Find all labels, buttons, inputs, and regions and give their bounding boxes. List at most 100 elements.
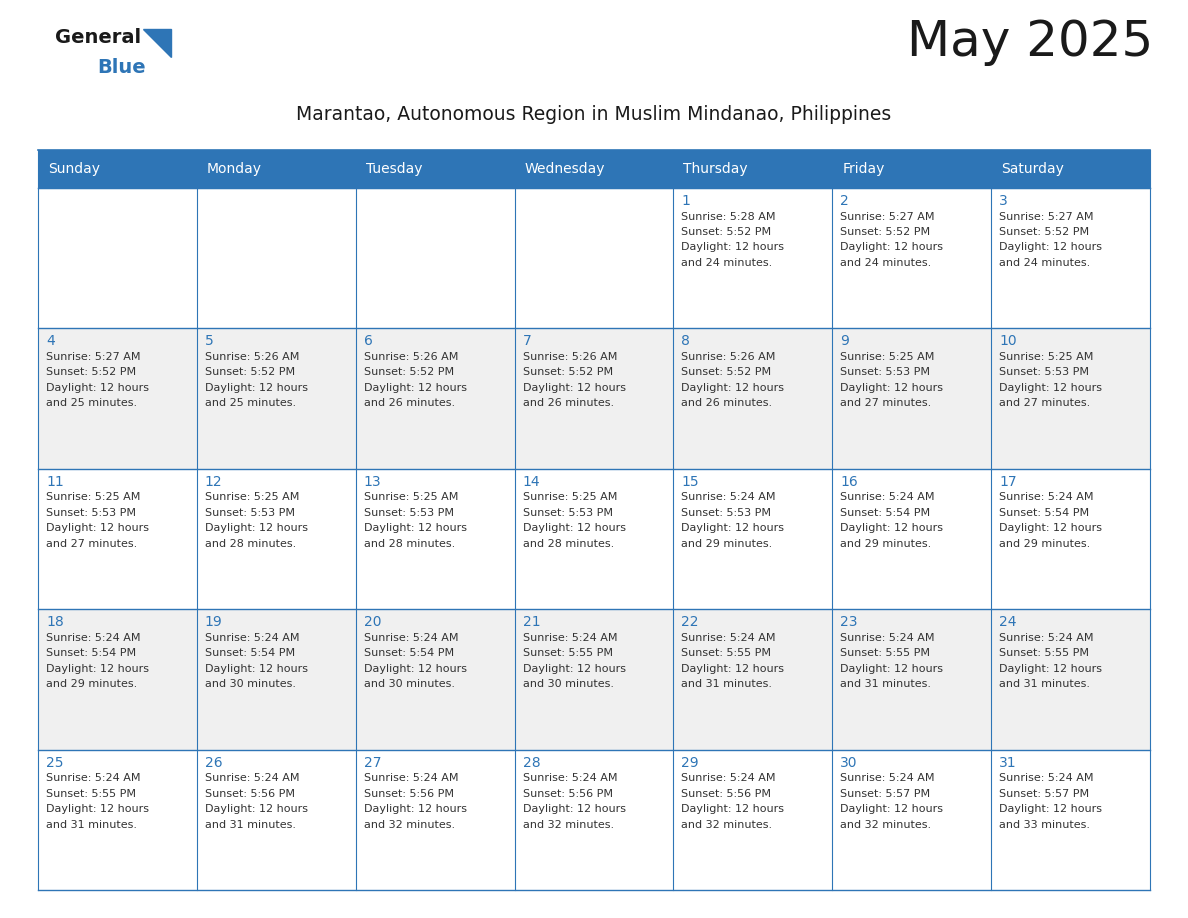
Text: Marantao, Autonomous Region in Muslim Mindanao, Philippines: Marantao, Autonomous Region in Muslim Mi…	[296, 105, 892, 124]
Text: Sunrise: 5:26 AM: Sunrise: 5:26 AM	[523, 352, 617, 362]
Text: Sunset: 5:54 PM: Sunset: 5:54 PM	[999, 508, 1089, 518]
Bar	[514, 750, 674, 890]
Bar	[355, 610, 514, 750]
Text: Saturday: Saturday	[1001, 162, 1064, 176]
Text: 8: 8	[682, 334, 690, 349]
Text: Sunset: 5:53 PM: Sunset: 5:53 PM	[46, 508, 135, 518]
Text: and 30 minutes.: and 30 minutes.	[523, 679, 613, 689]
Text: Daylight: 12 hours: Daylight: 12 hours	[204, 383, 308, 393]
Text: and 32 minutes.: and 32 minutes.	[523, 820, 614, 830]
Text: Daylight: 12 hours: Daylight: 12 hours	[46, 383, 148, 393]
Text: and 26 minutes.: and 26 minutes.	[682, 398, 772, 409]
Bar	[38, 750, 197, 890]
Text: 19: 19	[204, 615, 222, 629]
Text: Sunset: 5:52 PM: Sunset: 5:52 PM	[999, 227, 1089, 237]
Text: 15: 15	[682, 475, 699, 488]
Bar	[991, 329, 1150, 469]
Text: 5: 5	[204, 334, 214, 349]
Text: and 31 minutes.: and 31 minutes.	[46, 820, 137, 830]
Bar	[38, 150, 1150, 188]
Text: 24: 24	[999, 615, 1017, 629]
Text: Daylight: 12 hours: Daylight: 12 hours	[204, 523, 308, 533]
Text: Sunrise: 5:24 AM: Sunrise: 5:24 AM	[999, 492, 1094, 502]
Text: and 31 minutes.: and 31 minutes.	[682, 679, 772, 689]
Text: and 29 minutes.: and 29 minutes.	[46, 679, 138, 689]
Text: and 24 minutes.: and 24 minutes.	[682, 258, 772, 268]
Text: Daylight: 12 hours: Daylight: 12 hours	[364, 804, 467, 814]
Text: Daylight: 12 hours: Daylight: 12 hours	[840, 242, 943, 252]
Text: Sunrise: 5:28 AM: Sunrise: 5:28 AM	[682, 211, 776, 221]
Bar	[355, 329, 514, 469]
Text: Sunset: 5:52 PM: Sunset: 5:52 PM	[682, 367, 771, 377]
Text: Sunset: 5:57 PM: Sunset: 5:57 PM	[840, 789, 930, 799]
Text: 4: 4	[46, 334, 55, 349]
Text: Sunrise: 5:24 AM: Sunrise: 5:24 AM	[46, 773, 140, 783]
Bar	[674, 469, 833, 610]
Bar	[991, 610, 1150, 750]
Text: Sunset: 5:54 PM: Sunset: 5:54 PM	[204, 648, 295, 658]
Text: May 2025: May 2025	[906, 18, 1154, 66]
Text: Sunrise: 5:24 AM: Sunrise: 5:24 AM	[999, 633, 1094, 643]
Text: Sunset: 5:56 PM: Sunset: 5:56 PM	[682, 789, 771, 799]
Text: and 25 minutes.: and 25 minutes.	[204, 398, 296, 409]
Text: and 28 minutes.: and 28 minutes.	[364, 539, 455, 549]
Text: Sunrise: 5:25 AM: Sunrise: 5:25 AM	[204, 492, 299, 502]
Text: Thursday: Thursday	[683, 162, 748, 176]
Text: Daylight: 12 hours: Daylight: 12 hours	[523, 383, 626, 393]
Text: and 24 minutes.: and 24 minutes.	[840, 258, 931, 268]
Text: Daylight: 12 hours: Daylight: 12 hours	[999, 804, 1102, 814]
Text: Sunrise: 5:25 AM: Sunrise: 5:25 AM	[840, 352, 935, 362]
Text: Friday: Friday	[842, 162, 885, 176]
Text: Daylight: 12 hours: Daylight: 12 hours	[364, 523, 467, 533]
Text: and 30 minutes.: and 30 minutes.	[364, 679, 455, 689]
Text: 20: 20	[364, 615, 381, 629]
Text: Daylight: 12 hours: Daylight: 12 hours	[682, 804, 784, 814]
Text: Daylight: 12 hours: Daylight: 12 hours	[523, 523, 626, 533]
Text: and 33 minutes.: and 33 minutes.	[999, 820, 1091, 830]
Text: Wednesday: Wednesday	[525, 162, 605, 176]
Text: Blue: Blue	[97, 58, 146, 77]
Text: 12: 12	[204, 475, 222, 488]
Text: 30: 30	[840, 756, 858, 769]
Text: 21: 21	[523, 615, 541, 629]
Bar	[991, 188, 1150, 329]
Text: and 29 minutes.: and 29 minutes.	[999, 539, 1091, 549]
Bar	[197, 329, 355, 469]
Text: Daylight: 12 hours: Daylight: 12 hours	[999, 383, 1102, 393]
Text: Sunrise: 5:24 AM: Sunrise: 5:24 AM	[682, 633, 776, 643]
Text: Sunrise: 5:24 AM: Sunrise: 5:24 AM	[523, 633, 617, 643]
Text: 16: 16	[840, 475, 858, 488]
Text: Sunrise: 5:24 AM: Sunrise: 5:24 AM	[204, 773, 299, 783]
Bar	[833, 188, 991, 329]
Text: 22: 22	[682, 615, 699, 629]
Text: and 32 minutes.: and 32 minutes.	[840, 820, 931, 830]
Text: Daylight: 12 hours: Daylight: 12 hours	[840, 523, 943, 533]
Text: Daylight: 12 hours: Daylight: 12 hours	[682, 383, 784, 393]
Bar	[514, 610, 674, 750]
Text: 18: 18	[46, 615, 64, 629]
Text: Daylight: 12 hours: Daylight: 12 hours	[523, 804, 626, 814]
Text: Sunset: 5:53 PM: Sunset: 5:53 PM	[999, 367, 1089, 377]
Text: Tuesday: Tuesday	[366, 162, 422, 176]
Text: and 28 minutes.: and 28 minutes.	[523, 539, 614, 549]
Bar	[38, 329, 197, 469]
Text: Sunrise: 5:24 AM: Sunrise: 5:24 AM	[840, 492, 935, 502]
Bar	[355, 469, 514, 610]
Text: Daylight: 12 hours: Daylight: 12 hours	[46, 664, 148, 674]
Text: Sunrise: 5:27 AM: Sunrise: 5:27 AM	[46, 352, 140, 362]
Text: 23: 23	[840, 615, 858, 629]
Text: Sunset: 5:56 PM: Sunset: 5:56 PM	[523, 789, 613, 799]
Text: 14: 14	[523, 475, 541, 488]
Text: Sunset: 5:53 PM: Sunset: 5:53 PM	[204, 508, 295, 518]
Text: 6: 6	[364, 334, 373, 349]
Text: and 29 minutes.: and 29 minutes.	[840, 539, 931, 549]
Text: Sunrise: 5:25 AM: Sunrise: 5:25 AM	[523, 492, 617, 502]
Text: Daylight: 12 hours: Daylight: 12 hours	[840, 804, 943, 814]
Text: Sunrise: 5:24 AM: Sunrise: 5:24 AM	[999, 773, 1094, 783]
Text: Sunrise: 5:26 AM: Sunrise: 5:26 AM	[682, 352, 776, 362]
Bar	[833, 469, 991, 610]
Text: Sunset: 5:53 PM: Sunset: 5:53 PM	[523, 508, 613, 518]
Text: Sunrise: 5:24 AM: Sunrise: 5:24 AM	[840, 633, 935, 643]
Text: Sunset: 5:53 PM: Sunset: 5:53 PM	[840, 367, 930, 377]
Text: Sunset: 5:52 PM: Sunset: 5:52 PM	[840, 227, 930, 237]
